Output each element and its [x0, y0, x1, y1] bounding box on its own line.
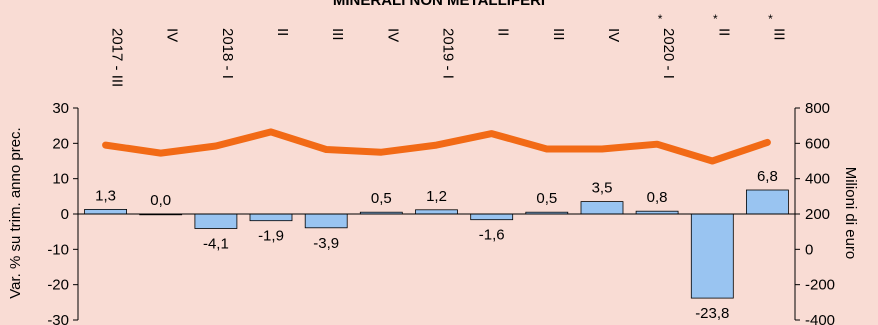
y-tick-label: 20 — [52, 135, 69, 152]
x-tick-mark: * — [658, 12, 663, 26]
y-tick-label: 10 — [52, 171, 69, 188]
bar-data-label: -1,9 — [258, 228, 284, 245]
x-tick-label: IV — [605, 28, 622, 42]
y2-axis-label: Milioni di euro — [842, 167, 859, 260]
y-tick-label: -30 — [47, 312, 69, 325]
bar — [415, 209, 458, 215]
chart-title: MINERALI NON METALLIFERI — [333, 0, 545, 9]
bar-data-label: 6,8 — [757, 168, 778, 185]
bar — [84, 208, 127, 215]
bar — [194, 213, 238, 229]
y2-tick-label: 200 — [805, 206, 830, 223]
bar — [746, 189, 789, 215]
bar-data-label: 3,5 — [592, 180, 613, 197]
x-tick-label: 2017 - III — [109, 28, 126, 87]
y-axis-label: Var. % su trim. anno prec. — [7, 127, 24, 298]
y-tick-label: -20 — [47, 277, 69, 294]
y2-tick-label: 800 — [805, 100, 830, 117]
x-tick-label: 2019 - I — [440, 28, 457, 79]
bar — [580, 201, 624, 215]
x-tick-label: II — [715, 28, 732, 36]
bar — [304, 213, 348, 229]
bar-data-label: 0,8 — [647, 189, 668, 206]
x-tick-mark: * — [713, 12, 718, 26]
y2-tick-label: 600 — [805, 135, 830, 152]
y-tick-label: 30 — [52, 100, 69, 117]
x-tick-label: 2020 - I — [660, 28, 677, 79]
x-tick-label: 2018 - I — [219, 28, 236, 79]
bar — [249, 213, 293, 222]
x-tick-label: III — [550, 28, 567, 41]
x-tick-label: II — [495, 28, 512, 36]
x-tick-label: III — [329, 28, 346, 41]
bar-data-label: 0,5 — [536, 190, 557, 207]
bar-data-label: -23,8 — [695, 305, 729, 322]
bar-data-label: 0,0 — [150, 192, 171, 209]
bar-data-label: -3,9 — [313, 235, 339, 252]
x-tick-label: III — [770, 28, 787, 41]
bar-data-label: -1,6 — [479, 227, 505, 244]
bar — [470, 213, 514, 221]
x-tick-mark: * — [768, 12, 773, 26]
bar — [690, 213, 734, 299]
bar-data-label: -4,1 — [203, 236, 229, 253]
plot-area: 1,3 0,0 -4,1 -1,9 -3,9 0,5 1,2 -1,6 0,5 3,5 0,8 -23… — [47, 12, 835, 325]
y2-tick-label: 400 — [805, 171, 830, 188]
bar-data-label: 0,5 — [371, 190, 392, 207]
y2-tick-label: -400 — [805, 312, 835, 325]
bar-data-label: 1,2 — [426, 188, 447, 205]
y2-tick-label: -200 — [805, 277, 835, 294]
bar-data-label: 1,3 — [95, 187, 116, 204]
x-tick-label: IV — [384, 28, 401, 42]
x-tick-label: II — [274, 28, 291, 36]
y-tick-label: -10 — [47, 241, 69, 258]
y2-tick-label: 0 — [805, 241, 813, 258]
y-tick-label: 0 — [61, 206, 69, 223]
x-tick-label: IV — [164, 28, 181, 42]
